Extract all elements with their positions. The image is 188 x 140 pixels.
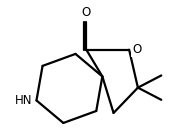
Text: O: O (132, 43, 141, 56)
Text: HN: HN (15, 94, 33, 107)
Text: O: O (82, 5, 91, 18)
